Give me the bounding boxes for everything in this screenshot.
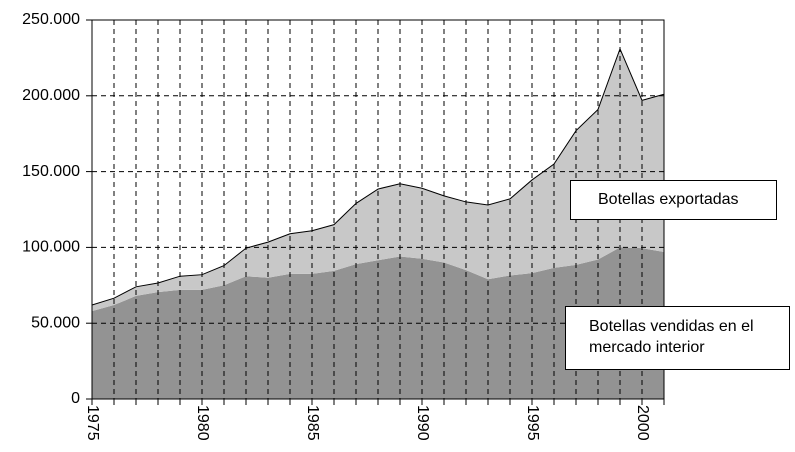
area [92,48,664,312]
x-tick-label: 1995 [524,405,541,441]
legend-interior: Botellas vendidas en el mercado interior [565,306,790,370]
y-tick-label: 0 [71,390,80,407]
x-tick-label: 1980 [194,405,211,441]
x-tick-label: 2000 [634,405,651,441]
area-outline [91,47,665,306]
y-tick-label: 50.000 [31,314,80,331]
area [92,247,664,399]
x-tick-label: 1985 [304,405,321,441]
x-tick-label: 1990 [414,405,431,441]
y-tick-label: 250.000 [22,11,80,28]
y-tick-label: 100.000 [22,239,80,256]
y-tick-label: 200.000 [22,87,80,104]
y-tick-label: 150.000 [22,163,80,180]
x-tick-label: 1975 [84,405,101,441]
legend-exported: Botellas exportadas [570,180,777,220]
